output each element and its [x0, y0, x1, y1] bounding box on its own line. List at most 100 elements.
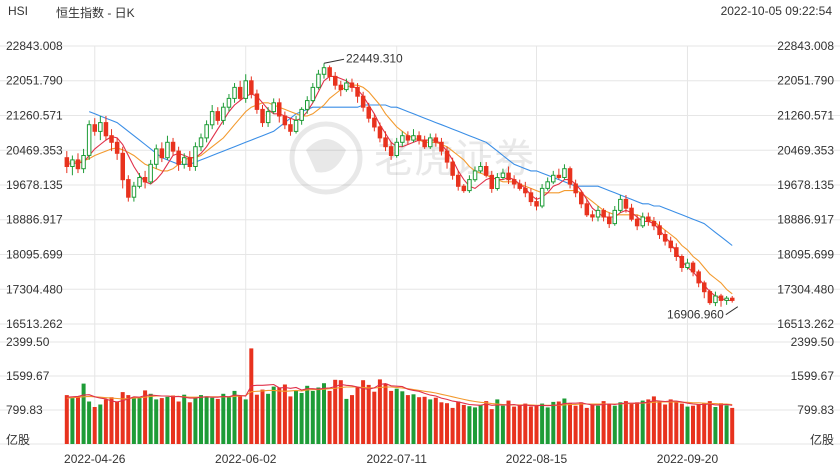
candle-down	[674, 247, 679, 257]
candle-down	[651, 220, 657, 227]
volume-bar-down	[707, 401, 712, 444]
candle-up	[539, 187, 545, 207]
volume-bar-up	[478, 404, 483, 444]
candle-down	[422, 139, 427, 148]
candle-down	[696, 271, 701, 284]
volume-bar-up	[411, 394, 416, 444]
ma10-line	[66, 84, 733, 295]
candle-up	[478, 166, 483, 172]
volume-bar-up	[540, 403, 545, 444]
candle-up	[500, 172, 506, 179]
volume-bar-up	[713, 407, 718, 444]
candle-up	[299, 108, 304, 121]
candle-down	[249, 80, 254, 95]
volume-tick-label-right: 2399.50	[791, 335, 835, 349]
volume-bar-down	[377, 379, 382, 444]
candle-up	[724, 297, 729, 301]
volume-bar-down	[92, 407, 97, 444]
volume-bar-up	[210, 397, 215, 444]
candle-down	[517, 183, 522, 189]
candle-up	[98, 122, 103, 132]
volume-bar-up	[204, 396, 209, 444]
candle-down	[601, 209, 606, 218]
volume-bar-up	[137, 398, 142, 444]
volume-bars	[64, 348, 735, 444]
candle-down	[450, 161, 455, 176]
x-tick-label: 2022-04-26	[64, 452, 126, 466]
high-annotation-leader	[323, 58, 345, 64]
candle-up	[545, 181, 550, 189]
volume-bar-up	[640, 400, 645, 444]
volume-bar-down	[568, 403, 572, 444]
candle-up	[640, 216, 645, 227]
y-tick-label-left: 22843.008	[6, 39, 63, 53]
candle-down	[75, 159, 81, 170]
candle-down	[657, 225, 662, 236]
volume-tick-label-right: 1599.67	[791, 369, 835, 383]
candle-down	[623, 198, 629, 209]
volume-bar-down	[674, 401, 679, 444]
volume-bar-down	[607, 403, 612, 444]
volume-bar-down	[389, 390, 394, 444]
volume-bar-down	[64, 395, 69, 444]
volume-bar-down	[461, 404, 466, 444]
candle-down	[511, 179, 517, 185]
candle-up	[70, 159, 75, 167]
volume-bar-down	[679, 403, 684, 444]
volume-bar-up	[266, 393, 271, 444]
volume-bar-down	[143, 390, 148, 444]
volume-bar-up	[467, 406, 472, 444]
y-tick-label-left: 18886.917	[6, 213, 63, 227]
candle-down	[288, 124, 293, 132]
candle-down	[366, 106, 371, 119]
candle-down	[662, 234, 668, 242]
volume-bar-up	[316, 387, 321, 444]
volume-tick-label-left: 799.83	[6, 403, 43, 417]
volume-average-lines	[66, 383, 733, 407]
volume-ma5-line	[66, 383, 733, 407]
candle-down	[483, 166, 489, 176]
volume-bar-down	[249, 348, 254, 444]
volume-bar-down	[338, 380, 343, 444]
volume-bar-up	[232, 390, 237, 444]
volume-bar-up	[87, 401, 92, 444]
chart-header: HSI 恒生指数 - 日K 2022-10-05 09:22:54	[0, 0, 840, 22]
candle-up	[316, 73, 321, 88]
volume-bar-down	[584, 407, 589, 444]
volume-bar-down	[176, 401, 181, 444]
y-tick-label-right: 22051.790	[777, 74, 834, 88]
volume-bar-down	[115, 401, 120, 444]
candle-up	[595, 209, 601, 218]
candle-down	[277, 102, 282, 117]
y-tick-label-right: 17304.480	[777, 282, 834, 296]
candle-up	[551, 174, 556, 183]
candle-up	[198, 137, 204, 148]
candle-down	[327, 67, 332, 77]
volume-bar-up	[596, 405, 600, 444]
volume-tick-label-left: 1599.67	[6, 369, 50, 383]
volume-bar-up	[310, 390, 315, 444]
candle-down	[567, 168, 573, 185]
y-tick-label-left: 22051.790	[6, 74, 63, 88]
volume-bar-down	[517, 405, 522, 444]
candle-up	[467, 179, 472, 192]
y-tick-label-left: 17304.480	[6, 282, 63, 296]
volume-bar-up	[562, 398, 567, 444]
candle-up	[411, 135, 416, 141]
candlestick-series	[64, 63, 735, 307]
candle-down	[607, 216, 612, 225]
volume-bar-down	[433, 397, 438, 444]
candle-down	[333, 75, 338, 86]
volume-bar-up	[226, 397, 231, 444]
volume-bar-up	[428, 399, 433, 444]
candle-up	[293, 119, 299, 132]
candle-up	[713, 295, 718, 304]
candle-up	[562, 168, 567, 178]
candle-up	[495, 177, 500, 189]
volume-bar-down	[109, 397, 114, 444]
volume-tick-label-right: 799.83	[797, 403, 834, 417]
volume-bar-up	[98, 404, 103, 444]
volume-bar-down	[629, 403, 634, 444]
volume-bar-down	[450, 407, 455, 444]
volume-bar-up	[70, 398, 75, 444]
